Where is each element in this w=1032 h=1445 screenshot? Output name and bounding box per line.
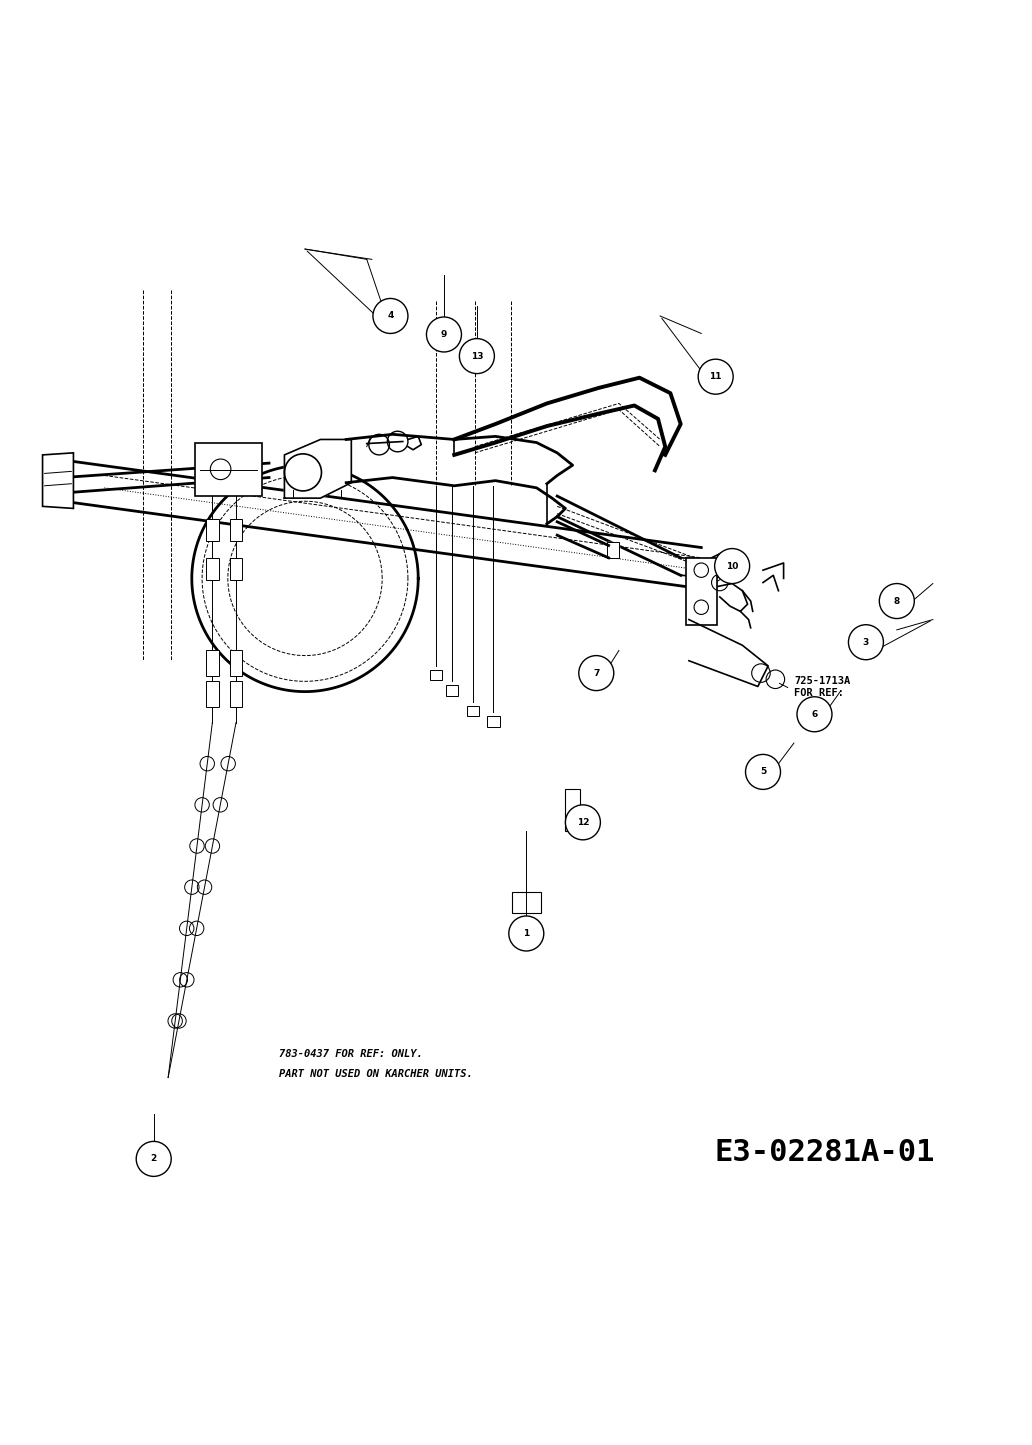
Circle shape	[745, 754, 780, 789]
Polygon shape	[285, 439, 351, 499]
Text: 725-1713A
FOR REF:: 725-1713A FOR REF:	[794, 676, 850, 698]
Bar	[487, 717, 499, 727]
Text: 2: 2	[151, 1155, 157, 1163]
Circle shape	[426, 316, 461, 353]
Circle shape	[879, 584, 914, 618]
Text: 783-0437 FOR REF: ONLY.: 783-0437 FOR REF: ONLY.	[280, 1049, 423, 1059]
Text: 9: 9	[441, 329, 447, 340]
Text: 12: 12	[577, 818, 589, 827]
Bar	[686, 558, 716, 624]
Bar	[512, 893, 541, 913]
Bar	[195, 442, 262, 496]
Bar	[446, 685, 458, 695]
Circle shape	[848, 624, 883, 660]
Text: E3-02281A-01: E3-02281A-01	[714, 1139, 935, 1168]
Polygon shape	[689, 620, 768, 686]
Bar	[466, 707, 479, 717]
Text: 13: 13	[471, 351, 483, 361]
Bar	[206, 558, 219, 581]
Text: 7: 7	[593, 669, 600, 678]
Circle shape	[714, 549, 749, 584]
Circle shape	[797, 696, 832, 731]
Bar	[206, 519, 219, 542]
Text: PART NOT USED ON KARCHER UNITS.: PART NOT USED ON KARCHER UNITS.	[280, 1069, 473, 1079]
Text: 4: 4	[387, 312, 393, 321]
Text: 6: 6	[811, 709, 817, 718]
Circle shape	[509, 916, 544, 951]
Circle shape	[459, 338, 494, 374]
Text: 8: 8	[894, 597, 900, 605]
Bar	[429, 670, 442, 681]
Polygon shape	[42, 452, 73, 509]
Bar	[230, 650, 243, 676]
Circle shape	[373, 299, 408, 334]
Circle shape	[579, 656, 614, 691]
Circle shape	[136, 1142, 171, 1176]
Bar	[206, 650, 219, 676]
Bar	[230, 682, 243, 707]
Bar	[566, 789, 580, 831]
Bar	[230, 558, 243, 581]
Text: 1: 1	[523, 929, 529, 938]
Bar	[230, 519, 243, 542]
Circle shape	[699, 360, 733, 394]
Polygon shape	[607, 542, 619, 558]
Bar	[206, 682, 219, 707]
Text: 3: 3	[863, 637, 869, 647]
Text: 5: 5	[760, 767, 766, 776]
Text: 11: 11	[709, 373, 722, 381]
Text: 10: 10	[725, 562, 738, 571]
Circle shape	[566, 805, 601, 840]
